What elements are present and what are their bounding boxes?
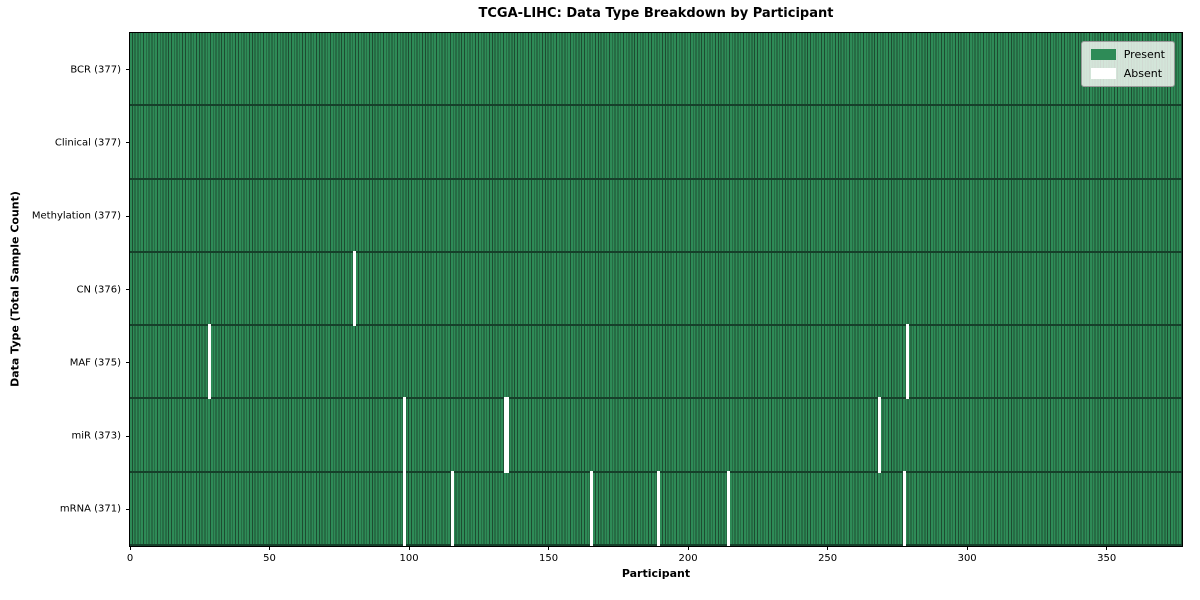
x-tick-mark [827,546,829,550]
plot-area: BCR (377) Clinical (377) Methylation (377)… [32,32,1183,564]
y-tick-mark [126,289,130,290]
legend-swatch-present [1090,49,1116,60]
x-tick-label-50: 50 [263,553,276,564]
absent-cell-cn-80 [353,250,357,327]
x-tick-label-200: 200 [678,553,698,564]
row-cn [130,250,1182,327]
x-tick-label-100: 100 [399,553,419,564]
x-tick-mark [966,546,968,550]
absent-cell-mrna-189 [657,470,661,546]
y-tick-mark [126,69,130,71]
y-axis-title: Data Type (Total Sample Count) [8,191,22,387]
x-tick-mark [687,546,689,550]
y-tick-mark [126,215,130,217]
row-mrna [130,470,1182,546]
legend-label: Absent [1123,67,1163,80]
row-methylation [130,180,1182,253]
absent-cell-mrna-277 [902,470,906,546]
legend-entry-present: Present [1090,48,1165,61]
legend-label: Present [1123,48,1165,61]
y-tick-mark [126,362,130,364]
x-tick-label-150: 150 [539,553,559,564]
absent-cell-mrna-214 [727,470,730,546]
y-tick-mark [126,142,130,144]
chart-title: TCGA-LIHC: Data Type Breakdown by Partic… [478,6,834,21]
absent-cell-mrna-98 [403,470,407,546]
x-tick-label-350: 350 [1097,553,1117,564]
y-tick-mark [126,435,130,437]
absent-cell-maf-28 [208,324,211,400]
x-tick-label-300: 300 [957,553,977,564]
legend: Present Absent [1080,41,1175,87]
absent-cell-mir-135 [506,397,510,473]
legend-swatch-absent [1090,68,1116,79]
y-tick-label-cn: CN (376) [76,284,121,295]
absent-cell-mir-134 [503,397,507,473]
row-maf [130,324,1182,400]
absent-cell-mrna-115 [450,470,454,546]
y-tick-label-bcr: BCR (377) [70,64,121,76]
absent-cell-mir-268 [877,397,881,473]
x-axis-title: Participant [621,567,691,580]
x-tick-label-250: 250 [818,553,838,564]
row-mir [130,397,1182,473]
y-tick-mark [126,508,130,510]
row-clinical [130,106,1182,180]
row-bcr [130,33,1182,107]
y-tick-label-clinical: Clinical (377) [54,137,121,149]
x-tick-mark [129,546,131,550]
x-tick-mark [1106,546,1108,550]
y-tick-label-mrna: mRNA (371) [59,503,121,515]
x-tick-label-0: 0 [126,553,134,564]
absent-cell-mir-98 [403,397,407,473]
x-tick-mark [408,546,410,550]
absent-cell-maf-278 [905,324,909,400]
legend-entry-absent: Absent [1090,67,1165,80]
y-tick-label-methylation: Methylation (377) [31,210,121,222]
y-tick-label-mir: miR (373) [71,430,121,442]
absent-cell-mrna-165 [590,470,594,546]
x-tick-mark [548,546,550,550]
x-tick-mark [269,546,271,550]
y-tick-label-maf: MAF (375) [69,357,121,369]
